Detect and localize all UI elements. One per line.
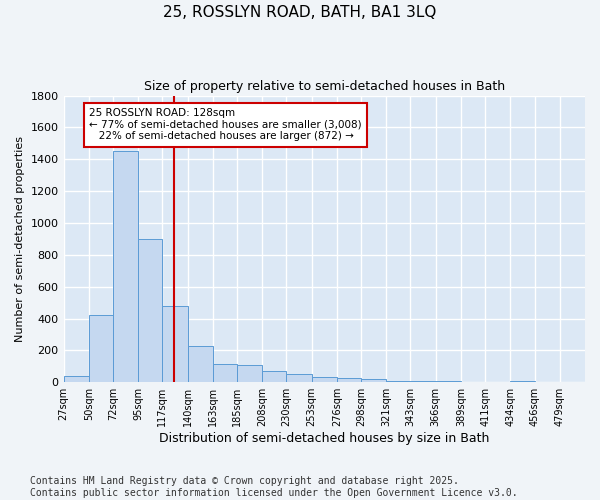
Bar	[138, 239, 163, 382]
Text: 25, ROSSLYN ROAD, BATH, BA1 3LQ: 25, ROSSLYN ROAD, BATH, BA1 3LQ	[163, 5, 437, 20]
Bar	[386, 380, 410, 382]
Bar	[286, 374, 311, 382]
Bar	[410, 381, 436, 382]
Bar	[311, 376, 337, 382]
Title: Size of property relative to semi-detached houses in Bath: Size of property relative to semi-detach…	[144, 80, 505, 93]
Y-axis label: Number of semi-detached properties: Number of semi-detached properties	[15, 136, 25, 342]
Bar	[361, 379, 386, 382]
Bar	[64, 376, 89, 382]
Bar	[511, 380, 535, 382]
Bar	[337, 378, 361, 382]
Bar	[188, 346, 213, 382]
Bar	[262, 371, 286, 382]
Text: Contains HM Land Registry data © Crown copyright and database right 2025.
Contai: Contains HM Land Registry data © Crown c…	[30, 476, 518, 498]
Bar	[213, 364, 237, 382]
X-axis label: Distribution of semi-detached houses by size in Bath: Distribution of semi-detached houses by …	[159, 432, 490, 445]
Text: 25 ROSSLYN ROAD: 128sqm
← 77% of semi-detached houses are smaller (3,008)
   22%: 25 ROSSLYN ROAD: 128sqm ← 77% of semi-de…	[89, 108, 361, 142]
Bar	[113, 152, 138, 382]
Bar	[237, 364, 262, 382]
Bar	[89, 316, 113, 382]
Bar	[163, 306, 188, 382]
